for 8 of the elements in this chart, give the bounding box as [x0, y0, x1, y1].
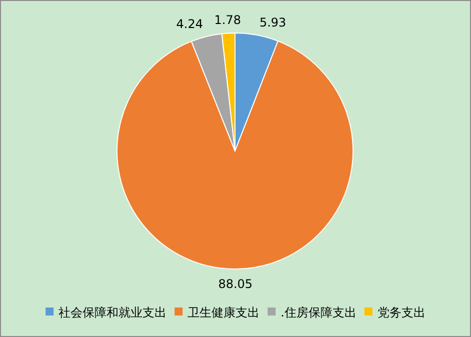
data-label: 1.78	[214, 13, 241, 28]
legend-label: 卫生健康支出	[188, 306, 260, 320]
legend-label: 党务支出	[377, 306, 426, 320]
data-label: 4.24	[176, 16, 203, 31]
data-label: 5.93	[259, 15, 286, 30]
data-label: 88.05	[218, 277, 253, 291]
legend-label: 社会保障和就业支出	[58, 306, 167, 320]
legend-label: .住房保障支出	[280, 306, 356, 320]
